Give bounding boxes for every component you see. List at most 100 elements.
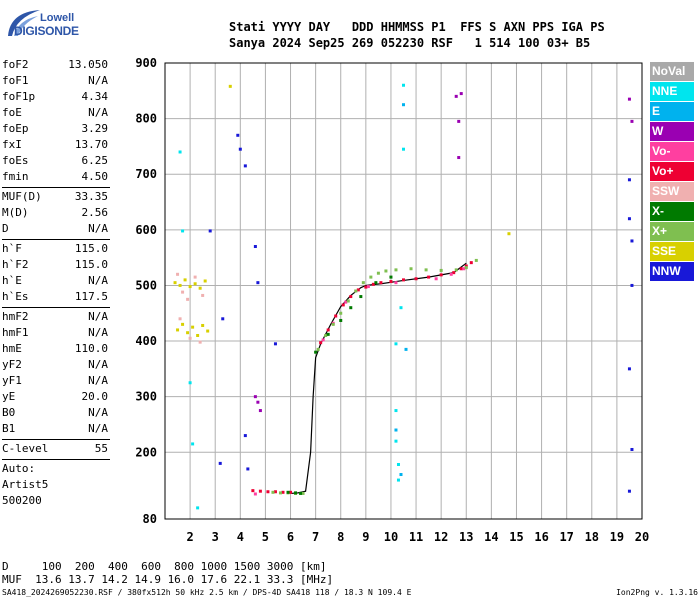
legend-item: SSE — [650, 242, 694, 261]
echo-point — [183, 278, 187, 282]
echo-point — [273, 490, 277, 494]
legend-item: NNE — [650, 82, 694, 101]
param-key: foE — [2, 106, 22, 119]
param-key: M(D) — [2, 206, 29, 219]
virtual-height-trace — [290, 262, 467, 495]
x-tick-label: 12 — [434, 530, 448, 544]
echo-point — [266, 490, 270, 494]
param-row: M(D) 2.56 — [2, 205, 110, 221]
echo-point — [334, 314, 338, 318]
param-key: foEp — [2, 122, 29, 135]
echo-point — [394, 268, 398, 272]
legend-item: W — [650, 122, 694, 141]
param-row: 500200 — [2, 493, 110, 509]
echo-point — [181, 229, 185, 233]
echo-point — [402, 278, 405, 282]
echo-point — [341, 303, 345, 307]
x-tick-label: 18 — [585, 530, 599, 544]
param-value: 6.25 — [81, 154, 109, 167]
echo-point — [454, 268, 458, 272]
x-tick-label: 19 — [610, 530, 624, 544]
echo-point — [243, 434, 247, 438]
y-tick-label: 300 — [135, 390, 157, 404]
echo-point — [258, 409, 262, 413]
echo-point — [281, 490, 285, 494]
param-value: 117.5 — [74, 290, 108, 303]
param-value: N/A — [88, 74, 108, 87]
legend-item: E — [650, 102, 694, 121]
echo-point — [253, 492, 257, 496]
x-tick-label: 7 — [312, 530, 319, 544]
x-tick-label: 5 — [262, 530, 269, 544]
echo-point — [449, 272, 453, 276]
echo-point — [186, 297, 190, 301]
param-key: fxI — [2, 138, 22, 151]
echo-point — [354, 289, 358, 293]
param-key: hmE — [2, 342, 22, 355]
echo-point — [186, 331, 190, 335]
echo-point — [176, 272, 180, 276]
echo-point — [326, 332, 330, 336]
echo-point — [178, 150, 182, 154]
param-value: N/A — [88, 406, 108, 419]
echo-point — [188, 285, 192, 289]
param-separator — [2, 239, 110, 240]
param-value: 115.0 — [74, 242, 108, 255]
param-key: B1 — [2, 422, 16, 435]
param-row: yE 20.0 — [2, 389, 110, 405]
param-row: MUF(D) 33.35 — [2, 189, 110, 205]
x-tick-label: 10 — [384, 530, 398, 544]
param-key: foF1p — [2, 90, 36, 103]
echo-point — [326, 328, 330, 332]
echo-point — [191, 325, 195, 329]
echo-point — [439, 268, 443, 272]
echo-point — [630, 119, 634, 123]
param-row: foEp 3.29 — [2, 121, 110, 137]
param-key: B0 — [2, 406, 16, 419]
echo-point — [389, 280, 393, 284]
echo-point — [627, 97, 631, 101]
param-key: yE — [2, 390, 16, 403]
echo-point — [228, 84, 232, 88]
echo-point — [178, 317, 182, 321]
echo-point — [439, 273, 443, 277]
param-value: N/A — [88, 326, 108, 339]
version-label: Ion2Png v. 1.3.16 — [616, 588, 698, 597]
param-row: fmin 4.50 — [2, 169, 110, 185]
param-value: N/A — [88, 422, 108, 435]
param-row: B1 N/A — [2, 421, 110, 437]
param-value: 4.34 — [81, 90, 109, 103]
echo-point — [396, 463, 400, 467]
muf-row: MUF 13.6 13.7 14.2 14.9 16.0 17.6 22.1 3… — [2, 573, 334, 586]
legend-item: Vo- — [650, 142, 694, 161]
echo-point — [396, 478, 400, 482]
param-key: h`Es — [2, 290, 29, 303]
echo-point — [627, 367, 631, 371]
echo-point — [462, 267, 466, 271]
echo-point — [236, 133, 240, 137]
echo-point — [208, 229, 212, 233]
echo-point — [321, 338, 325, 342]
x-tick-label: 3 — [212, 530, 219, 544]
param-key: foEs — [2, 154, 29, 167]
legend-item: NNW — [650, 262, 694, 281]
source-info: SA418_2024269052230.RSF / 380fx512h 50 k… — [2, 588, 412, 597]
echo-point — [256, 400, 260, 404]
param-value: N/A — [88, 274, 108, 287]
echo-point — [316, 347, 320, 351]
echo-point — [201, 293, 205, 297]
echo-point — [218, 461, 222, 465]
echo-point — [630, 239, 634, 243]
x-tick-label: 4 — [237, 530, 244, 544]
echo-point — [630, 447, 634, 451]
echo-point — [384, 269, 388, 273]
param-value: 20.0 — [81, 390, 109, 403]
polarization-legend: NoVal NNE E W Vo- Vo+ SSW X- X+ SSE NNW — [650, 62, 694, 282]
echo-point — [364, 285, 368, 289]
echo-point — [176, 328, 180, 332]
param-value: 33.35 — [74, 190, 108, 203]
echo-point — [507, 232, 511, 236]
param-key: h`F — [2, 242, 22, 255]
y-tick-label: 500 — [135, 278, 157, 292]
